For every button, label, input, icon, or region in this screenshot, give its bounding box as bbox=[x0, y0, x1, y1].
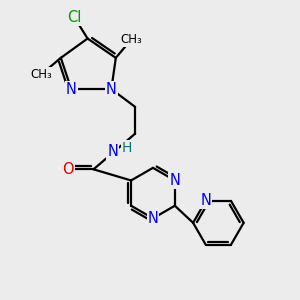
Text: N: N bbox=[106, 82, 117, 97]
Text: N: N bbox=[107, 144, 118, 159]
Text: CH₃: CH₃ bbox=[120, 33, 142, 46]
Text: N: N bbox=[169, 173, 180, 188]
Text: O: O bbox=[62, 162, 74, 177]
Text: H: H bbox=[122, 141, 132, 155]
Text: N: N bbox=[148, 211, 158, 226]
Text: N: N bbox=[66, 82, 77, 97]
Text: N: N bbox=[200, 194, 211, 208]
Text: Cl: Cl bbox=[67, 10, 81, 25]
Text: CH₃: CH₃ bbox=[31, 68, 52, 81]
